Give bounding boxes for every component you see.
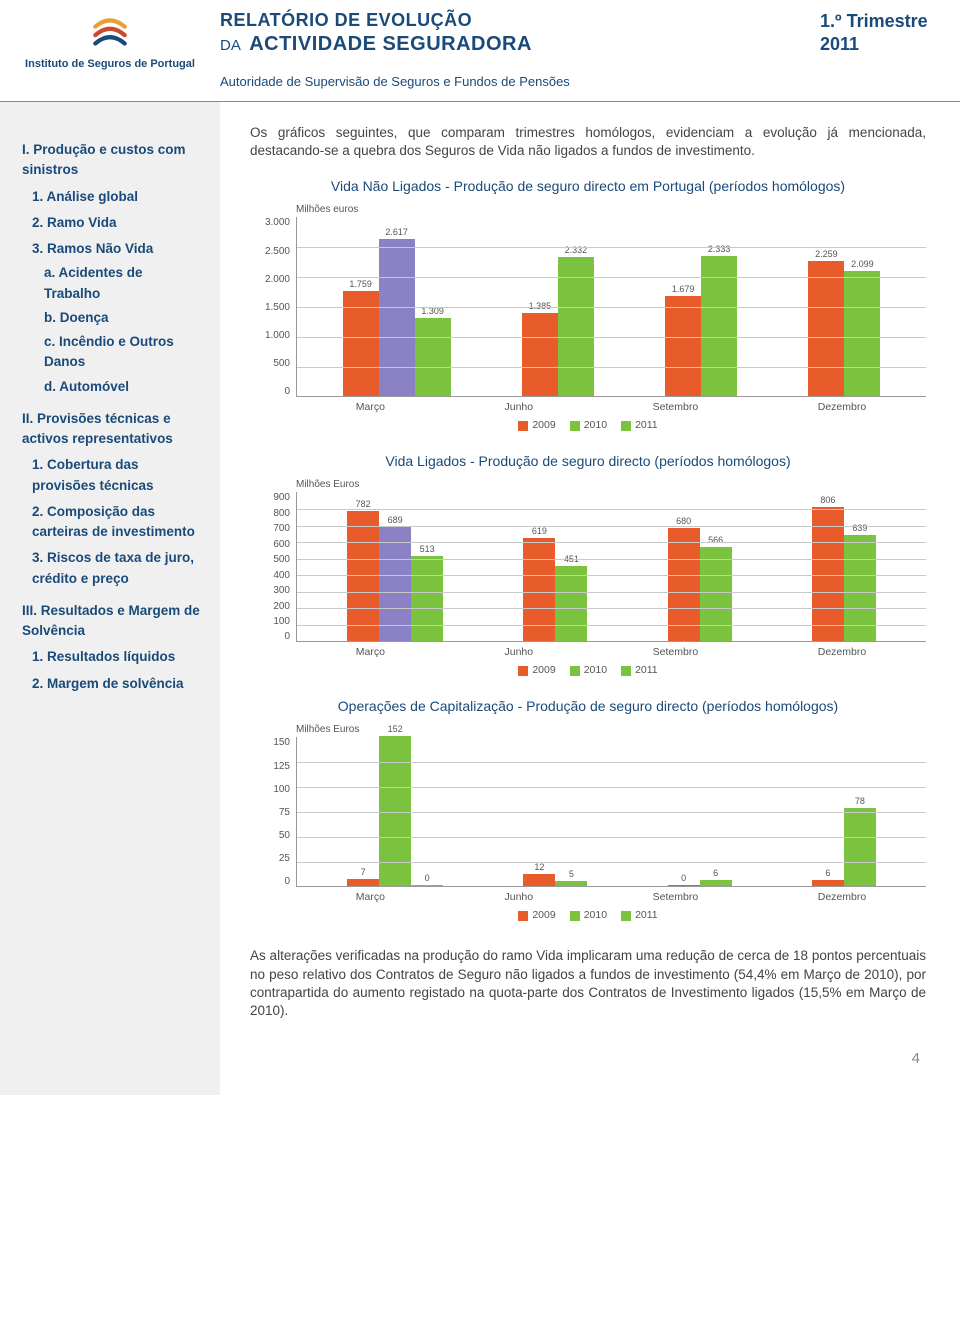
y-axis-unit: Milhões euros bbox=[296, 204, 926, 215]
chart1: Vida Não Ligados - Produção de seguro di… bbox=[250, 178, 926, 431]
report-title-2: DA ACTIVIDADE SEGURADORA bbox=[220, 33, 820, 56]
bar-group: 1.3852.332 bbox=[522, 245, 594, 397]
chart2-bar: 680 bbox=[668, 516, 700, 641]
toc-section-3[interactable]: III. Resultados e Margem de Solvência bbox=[22, 601, 202, 642]
y-axis: 3.0002.5002.0001.5001.0005000 bbox=[250, 217, 296, 397]
bar-group: 1.6792.333 bbox=[665, 244, 737, 396]
chart1-bar: 2.259 bbox=[808, 249, 844, 397]
x-axis: MarçoJunhoSetembroDezembro bbox=[296, 646, 926, 658]
chart-legend: 200920102011 bbox=[250, 909, 926, 921]
chart3: Operações de Capitalização - Produção de… bbox=[250, 698, 926, 921]
chart1-bar: 1.679 bbox=[665, 284, 701, 397]
toc-sub-d[interactable]: d. Automóvel bbox=[44, 377, 202, 397]
chart3-bar: 12 bbox=[523, 862, 555, 886]
chart1-bar: 1.309 bbox=[415, 306, 451, 397]
chart2: Vida Ligados - Produção de seguro direct… bbox=[250, 453, 926, 676]
toc-sub-c[interactable]: c. Incêndio e Outros Danos bbox=[44, 332, 202, 373]
chart-title: Vida Não Ligados - Produção de seguro di… bbox=[250, 178, 926, 194]
toc-sub-b[interactable]: b. Doença bbox=[44, 308, 202, 328]
bar-group: 1.7592.6171.309 bbox=[343, 227, 451, 396]
chart3-bar: 7 bbox=[347, 867, 379, 886]
bar-group: 806639 bbox=[812, 495, 876, 641]
toc-item-2-3[interactable]: 3. Riscos de taxa de juro, crédito e pre… bbox=[32, 548, 202, 589]
toc-sub-a[interactable]: a. Acidentes de Trabalho bbox=[44, 263, 202, 304]
period-line2: 2011 bbox=[820, 33, 960, 56]
bar-group: 782689513 bbox=[347, 499, 443, 641]
chart-legend: 200920102011 bbox=[250, 419, 926, 431]
chart2-bar: 806 bbox=[812, 495, 844, 641]
chart1-bar: 2.333 bbox=[701, 244, 737, 396]
toc-item-1-2[interactable]: 2. Ramo Vida bbox=[32, 213, 202, 233]
content-area: Os gráficos seguintes, que comparam trim… bbox=[220, 102, 960, 1095]
bar-group: 06 bbox=[668, 868, 732, 886]
toc-item-2-1[interactable]: 1. Cobertura das provisões técnicas bbox=[32, 455, 202, 496]
title-block: RELATÓRIO DE EVOLUÇÃO DA ACTIVIDADE SEGU… bbox=[220, 8, 820, 101]
intro-paragraph: Os gráficos seguintes, que comparam trim… bbox=[250, 124, 926, 160]
report-title-1: RELATÓRIO DE EVOLUÇÃO bbox=[220, 10, 820, 31]
bar-group: 680566 bbox=[668, 516, 732, 641]
chart2-bar: 639 bbox=[844, 523, 876, 642]
toc-section-1[interactable]: I. Produção e custos com sinistros bbox=[22, 140, 202, 181]
main-row: I. Produção e custos com sinistros 1. An… bbox=[0, 102, 960, 1095]
chart3-bar: 0 bbox=[411, 873, 443, 886]
chart2-bar: 451 bbox=[555, 554, 587, 641]
toc-section-2[interactable]: II. Provisões técnicas e activos represe… bbox=[22, 409, 202, 450]
logo-block: Instituto de Seguros de Portugal bbox=[0, 8, 220, 101]
chart1-bar: 2.099 bbox=[844, 259, 880, 397]
toc-item-2-2[interactable]: 2. Composição das carteiras de investime… bbox=[32, 502, 202, 543]
y-axis-unit: Milhões Euros bbox=[296, 479, 926, 490]
chart3-bar: 6 bbox=[812, 868, 844, 886]
chart-legend: 200920102011 bbox=[250, 664, 926, 676]
period-line1: 1.º Trimestre bbox=[820, 10, 960, 33]
institute-name: Instituto de Seguros de Portugal bbox=[0, 58, 220, 70]
y-axis: 1501251007550250 bbox=[250, 737, 296, 887]
logo-icon bbox=[89, 12, 131, 54]
plot-area: 1.7592.6171.309 1.3852.332 1.6792.333 2.259… bbox=[296, 217, 926, 397]
x-axis: MarçoJunhoSetembroDezembro bbox=[296, 401, 926, 413]
bar-group: 125 bbox=[523, 862, 587, 886]
chart2-bar: 689 bbox=[379, 515, 411, 642]
plot-area: 782689513619451680566806639 bbox=[296, 492, 926, 642]
plot-area: 7152012506678 bbox=[296, 737, 926, 887]
x-axis: MarçoJunhoSetembroDezembro bbox=[296, 891, 926, 903]
toc-sidebar: I. Produção e custos com sinistros 1. An… bbox=[0, 102, 220, 1095]
chart1-bar: 1.385 bbox=[522, 301, 558, 396]
toc-item-3-2[interactable]: 2. Margem de solvência bbox=[32, 674, 202, 694]
chart3-bar: 0 bbox=[668, 873, 700, 886]
chart2-bar: 782 bbox=[347, 499, 379, 641]
y-axis: 9008007006005004003002001000 bbox=[250, 492, 296, 642]
chart-title: Operações de Capitalização - Produção de… bbox=[250, 698, 926, 714]
authority-subtitle: Autoridade de Supervisão de Seguros e Fu… bbox=[220, 74, 820, 89]
conclusion-paragraph: As alterações verificadas na produção do… bbox=[250, 947, 926, 1020]
chart3-bar: 6 bbox=[700, 868, 732, 886]
chart-title: Vida Ligados - Produção de seguro direct… bbox=[250, 453, 926, 469]
bar-group: 678 bbox=[812, 796, 876, 886]
chart1-bar: 2.332 bbox=[558, 245, 594, 397]
bar-group: 2.2592.099 bbox=[808, 249, 880, 397]
toc-item-1-1[interactable]: 1. Análise global bbox=[32, 187, 202, 207]
period-block: 1.º Trimestre 2011 bbox=[820, 8, 960, 101]
page-header: Instituto de Seguros de Portugal RELATÓR… bbox=[0, 0, 960, 102]
toc-item-3-1[interactable]: 1. Resultados líquidos bbox=[32, 647, 202, 667]
chart3-bar: 5 bbox=[555, 869, 587, 886]
toc-item-1-3[interactable]: 3. Ramos Não Vida bbox=[32, 239, 202, 259]
chart3-bar: 78 bbox=[844, 796, 876, 886]
page-number: 4 bbox=[250, 1050, 926, 1067]
chart1-bar: 2.617 bbox=[379, 227, 415, 396]
